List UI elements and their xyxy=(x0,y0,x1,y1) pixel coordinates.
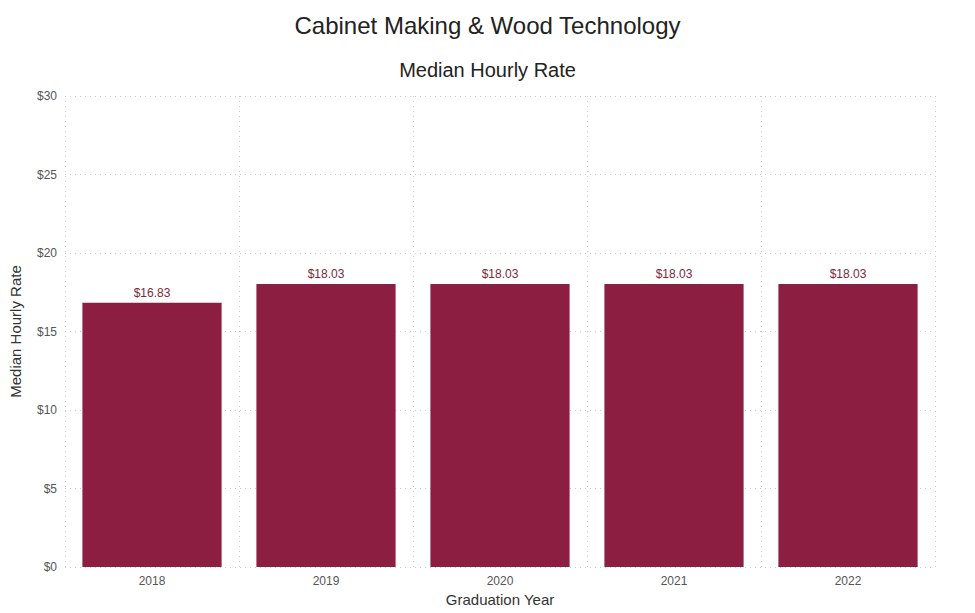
svg-text:2018: 2018 xyxy=(139,574,166,588)
svg-text:2020: 2020 xyxy=(487,574,514,588)
svg-text:$15: $15 xyxy=(37,325,57,339)
svg-text:Graduation Year: Graduation Year xyxy=(446,591,554,608)
svg-text:$20: $20 xyxy=(37,246,57,260)
svg-text:Median Hourly Rate: Median Hourly Rate xyxy=(7,265,24,398)
svg-text:Median Hourly Rate: Median Hourly Rate xyxy=(399,59,576,81)
svg-text:Cabinet Making & Wood Technolo: Cabinet Making & Wood Technology xyxy=(294,12,680,39)
svg-text:$18.03: $18.03 xyxy=(482,267,519,281)
svg-text:$25: $25 xyxy=(37,168,57,182)
svg-text:$16.83: $16.83 xyxy=(134,286,171,300)
svg-text:$18.03: $18.03 xyxy=(830,267,867,281)
svg-text:$5: $5 xyxy=(44,482,58,496)
svg-text:$0: $0 xyxy=(44,560,58,574)
svg-text:$30: $30 xyxy=(37,89,57,103)
svg-text:2019: 2019 xyxy=(313,574,340,588)
svg-text:$18.03: $18.03 xyxy=(656,267,693,281)
svg-text:2022: 2022 xyxy=(835,574,862,588)
svg-text:2021: 2021 xyxy=(661,574,688,588)
svg-text:$10: $10 xyxy=(37,403,57,417)
svg-text:$18.03: $18.03 xyxy=(308,267,345,281)
